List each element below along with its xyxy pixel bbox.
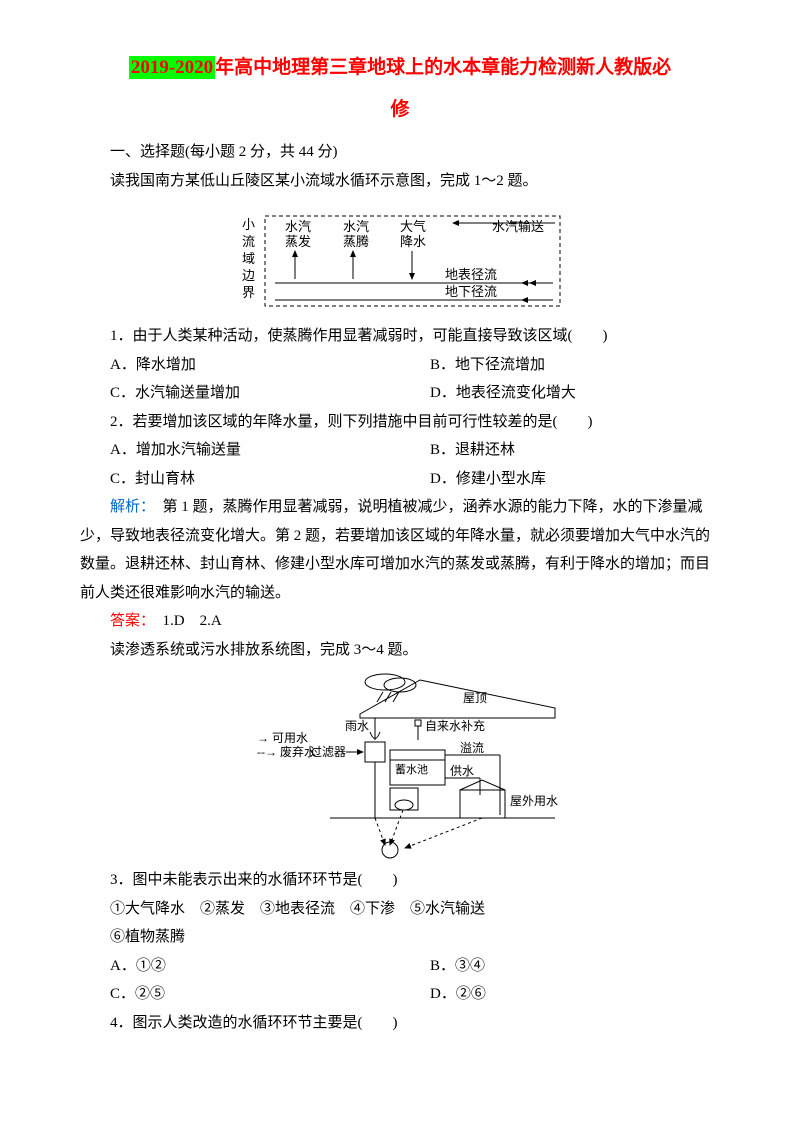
d1-top-1: 水汽 (285, 219, 311, 234)
d2-supply: 供水 (450, 764, 474, 778)
d1-top-4: 水汽输送 (492, 219, 544, 234)
q1-opt-a: A．降水增加 (80, 351, 400, 380)
q2-opt-d: D．修建小型水库 (400, 465, 720, 494)
svg-text:界: 界 (242, 285, 255, 300)
svg-text:边: 边 (242, 268, 255, 283)
d2-outdoor: 屋外用水 (510, 794, 558, 808)
d1-left-1: 小 (242, 217, 255, 232)
d2-waste: --→ 废弃水 (257, 744, 316, 759)
q3-opt-a: A．①② (80, 952, 400, 981)
q1-opt-c: C．水汽输送量增加 (80, 379, 400, 408)
q3-items: ①大气降水 ②蒸发 ③地表径流 ④下渗 ⑤水汽输送 (80, 895, 720, 924)
d2-usable: → 可用水 (257, 731, 308, 745)
document-page: 2019-2020年高中地理第三章地球上的水本章能力检测新人教版必 修 一、选择… (0, 0, 800, 1132)
q2-options: A．增加水汽输送量 B．退耕还林 C．封山育林 D．修建小型水库 (80, 436, 720, 493)
diagram-2: 屋顶 雨水 自来水补充 过滤器 → 可用水 --→ 废弃水 蓄水池 溢流 (80, 670, 720, 860)
d1-row1: 地表径流 (445, 267, 497, 282)
svg-text:域: 域 (242, 251, 255, 266)
analysis-text: 第 1 题，蒸腾作用显著减弱，说明植被减少，涵养水源的能力下降，水的下渗量减少，… (80, 499, 710, 601)
answer-text: 1.D 2.A (148, 613, 222, 629)
q1-options: A．降水增加 B．地下径流增加 C．水汽输送量增加 D．地表径流变化增大 (80, 351, 720, 408)
q3-item6: ⑥植物蒸腾 (80, 923, 720, 952)
title-sub: 修 (80, 92, 720, 128)
answer-label: 答案： (110, 613, 148, 629)
svg-text:蒸腾: 蒸腾 (343, 234, 369, 249)
d2-tank: 蓄水池 (395, 763, 428, 776)
d1-top-2: 水汽 (343, 219, 369, 234)
d1-row2: 地下径流 (445, 284, 497, 299)
d2-tap: 自来水补充 (425, 718, 485, 733)
svg-text:降水: 降水 (400, 234, 426, 249)
question-4: 4．图示人类改造的水循环环节主要是( ) (80, 1009, 720, 1038)
q3-opt-d: D．②⑥ (400, 980, 720, 1009)
q1-opt-b: B．地下径流增加 (400, 351, 720, 380)
q3-options: A．①② B．③④ C．②⑤ D．②⑥ (80, 952, 720, 1009)
q1-opt-d: D．地表径流变化增大 (400, 379, 720, 408)
document-title: 2019-2020年高中地理第三章地球上的水本章能力检测新人教版必 (80, 50, 720, 86)
d2-rain: 雨水 (345, 719, 369, 733)
title-highlight: 2019-2020 (129, 56, 215, 79)
d2-roof: 屋顶 (463, 691, 487, 705)
title-rest: 年高中地理第三章地球上的水本章能力检测新人教版必 (215, 57, 671, 78)
section-header: 一、选择题(每小题 2 分，共 44 分) (80, 138, 720, 167)
analysis-label: 解析： (110, 499, 148, 515)
q3-opt-c: C．②⑤ (80, 980, 400, 1009)
question-3: 3．图中未能表示出来的水循环环节是( ) (80, 866, 720, 895)
svg-text:蒸发: 蒸发 (285, 234, 311, 249)
d1-top-3: 大气 (400, 219, 426, 234)
q3-opt-b: B．③④ (400, 952, 720, 981)
question-1: 1．由于人类某种活动，使蒸腾作用显著减弱时，可能直接导致该区域( ) (80, 322, 720, 351)
q2-opt-a: A．增加水汽输送量 (80, 436, 400, 465)
analysis-1: 解析： 第 1 题，蒸腾作用显著减弱，说明植被减少，涵养水源的能力下降，水的下渗… (80, 493, 720, 607)
answer-1: 答案： 1.D 2.A (80, 607, 720, 636)
intro-1: 读我国南方某低山丘陵区某小流域水循环示意图，完成 1～2 题。 (80, 167, 720, 196)
question-2: 2．若要增加该区域的年降水量，则下列措施中目前可行性较差的是( ) (80, 408, 720, 437)
q2-opt-b: B．退耕还林 (400, 436, 720, 465)
intro-2: 读渗透系统或污水排放系统图，完成 3～4 题。 (80, 636, 720, 665)
diagram-1: 小 流 域 边 界 水汽 蒸发 水汽 蒸腾 大气 降水 水汽输送 地表径流 地下… (80, 201, 720, 316)
d2-overflow: 溢流 (460, 741, 484, 755)
q2-opt-c: C．封山育林 (80, 465, 400, 494)
svg-text:流: 流 (242, 234, 255, 249)
